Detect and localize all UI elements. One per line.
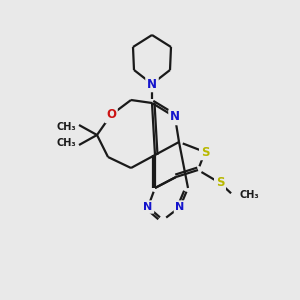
Text: O: O bbox=[106, 109, 116, 122]
Text: CH₃: CH₃ bbox=[56, 138, 76, 148]
Text: CH₃: CH₃ bbox=[239, 190, 259, 200]
Text: S: S bbox=[201, 146, 209, 158]
Text: N: N bbox=[170, 110, 180, 124]
Text: CH₃: CH₃ bbox=[56, 122, 76, 132]
Text: S: S bbox=[216, 176, 224, 190]
Text: N: N bbox=[147, 77, 157, 91]
Text: N: N bbox=[143, 202, 153, 212]
Text: N: N bbox=[176, 202, 184, 212]
